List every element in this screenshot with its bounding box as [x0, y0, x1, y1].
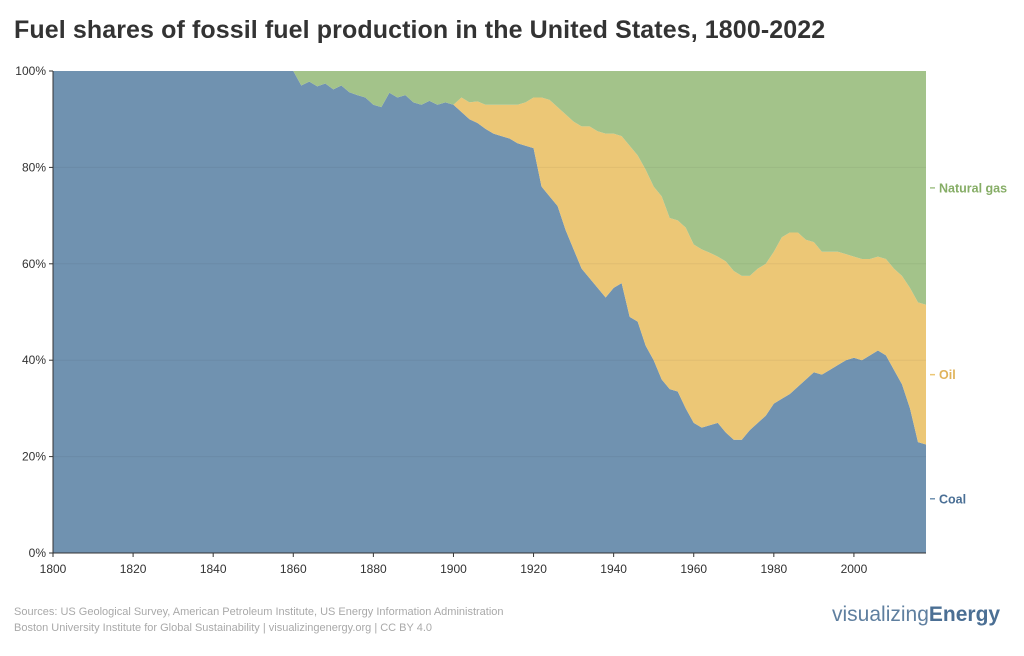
- y-tick-label: 60%: [22, 257, 46, 271]
- x-tick-label: 1980: [760, 562, 787, 576]
- x-tick-label: 1960: [680, 562, 707, 576]
- credit-line: Boston University Institute for Global S…: [14, 622, 433, 634]
- x-tick-label: 1840: [200, 562, 227, 576]
- area-coal: [53, 71, 926, 553]
- x-tick-label: 1900: [440, 562, 467, 576]
- x-tick-label: 1880: [360, 562, 387, 576]
- x-tick-label: 1820: [120, 562, 147, 576]
- area-natural-gas: [53, 71, 926, 305]
- y-tick-label: 80%: [22, 160, 46, 174]
- y-tick-label: 100%: [15, 64, 46, 78]
- brand-logo-part2: Energy: [928, 603, 1001, 626]
- series-label-coal: Coal: [939, 492, 966, 506]
- x-tick-label: 1860: [280, 562, 307, 576]
- x-tick-label: 1940: [600, 562, 627, 576]
- y-tick-label: 20%: [22, 450, 46, 464]
- chart-title: Fuel shares of fossil fuel production in…: [14, 16, 826, 44]
- footer: Sources: US Geological Survey, American …: [14, 604, 504, 636]
- series-label-natural-gas: Natural gas: [939, 181, 1007, 195]
- x-tick-label: 1800: [40, 562, 67, 576]
- sources-line: Sources: US Geological Survey, American …: [14, 606, 504, 618]
- series-label-oil: Oil: [939, 368, 956, 382]
- x-tick-label: 1920: [520, 562, 547, 576]
- y-tick-label: 0%: [29, 546, 47, 560]
- brand-logo: visualizingEnergy: [832, 603, 1000, 627]
- brand-logo-part1: visualizing: [832, 603, 929, 626]
- area-oil: [53, 71, 926, 445]
- x-tick-label: 2000: [841, 562, 868, 576]
- y-tick-label: 40%: [22, 353, 46, 367]
